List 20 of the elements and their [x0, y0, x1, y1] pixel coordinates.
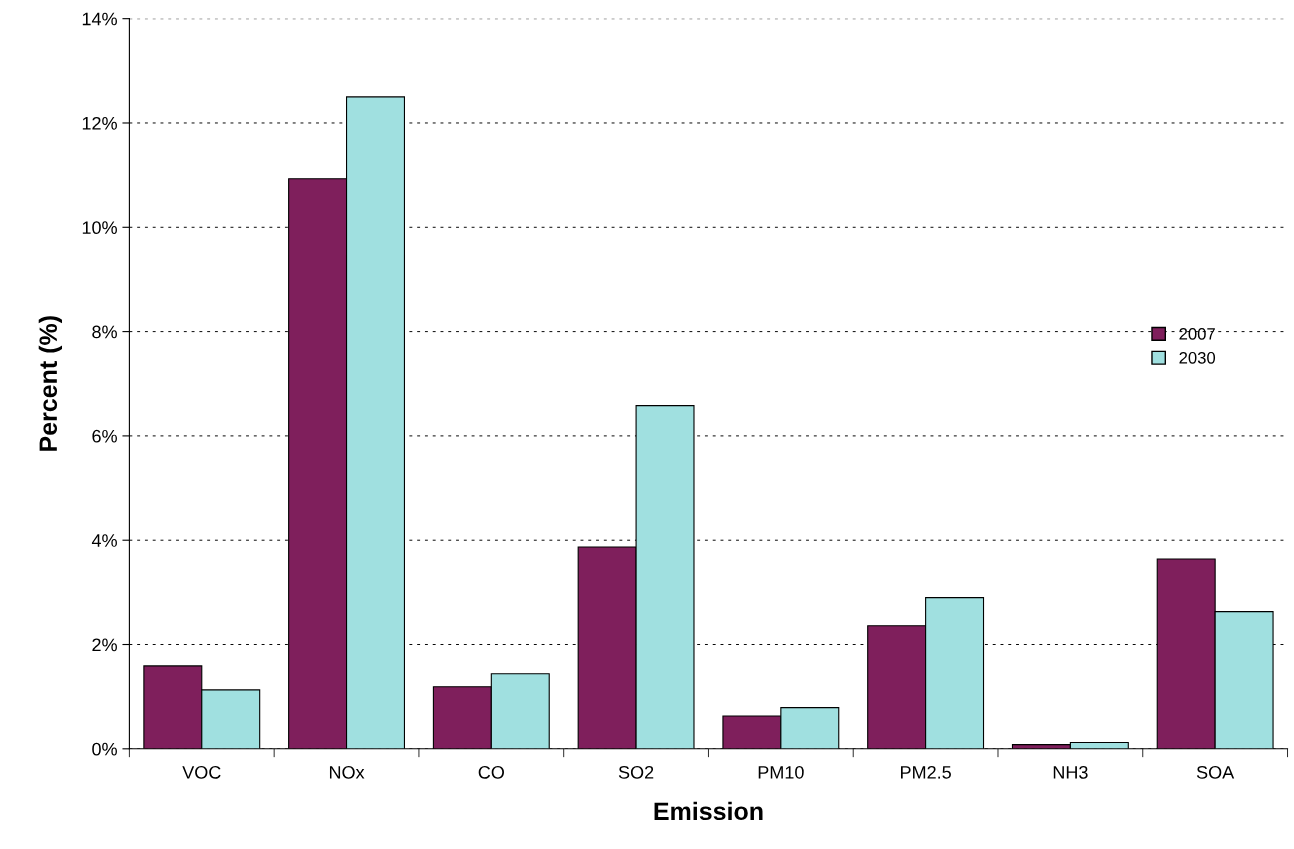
y-tick-label: 4% [91, 534, 117, 547]
x-tick-label: CO [478, 765, 504, 779]
x-tick-label: PM2.5 [901, 765, 951, 779]
x-tick-label: VOC [182, 765, 221, 779]
legend-label: 2007 [1179, 327, 1215, 340]
y-tick-label: 6% [92, 429, 117, 443]
y-tick-label: 10% [82, 221, 117, 235]
y-tick-label: 2% [92, 638, 117, 652]
x-axis-title: Emission [654, 801, 763, 821]
x-tick-label: SO2 [618, 765, 654, 779]
x-tick-label: SOA [1196, 765, 1235, 779]
x-tick-label: NOx [329, 765, 365, 779]
x-tick-label: PM10 [758, 765, 804, 779]
legend-label: 2030 [1179, 351, 1216, 364]
y-axis-title: Percent (%) [38, 316, 63, 451]
y-tick-label: 12% [82, 116, 117, 130]
y-tick-label: 8% [92, 325, 117, 339]
y-tick-label: 14% [82, 12, 117, 26]
y-tick-label: 0% [92, 742, 117, 756]
x-tick-label: NH3 [1053, 765, 1088, 779]
